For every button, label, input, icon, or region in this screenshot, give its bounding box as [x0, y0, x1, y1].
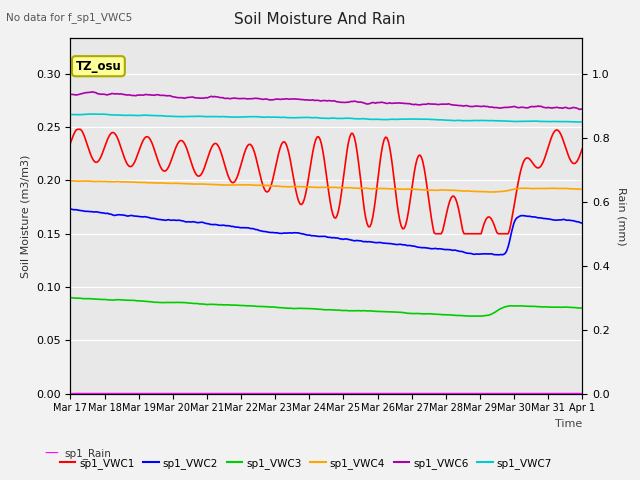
Text: No data for f_sp1_VWC5: No data for f_sp1_VWC5	[6, 12, 132, 23]
Legend: sp1_VWC1, sp1_VWC2, sp1_VWC3, sp1_VWC4, sp1_VWC6, sp1_VWC7: sp1_VWC1, sp1_VWC2, sp1_VWC3, sp1_VWC4, …	[56, 454, 556, 473]
X-axis label: Time: Time	[555, 419, 582, 429]
Text: sp1_Rain: sp1_Rain	[64, 448, 111, 459]
Text: TZ_osu: TZ_osu	[76, 60, 121, 72]
Y-axis label: Rain (mm): Rain (mm)	[616, 187, 627, 245]
Y-axis label: Soil Moisture (m3/m3): Soil Moisture (m3/m3)	[20, 154, 30, 278]
Text: —: —	[45, 446, 58, 461]
Text: Soil Moisture And Rain: Soil Moisture And Rain	[234, 12, 406, 27]
